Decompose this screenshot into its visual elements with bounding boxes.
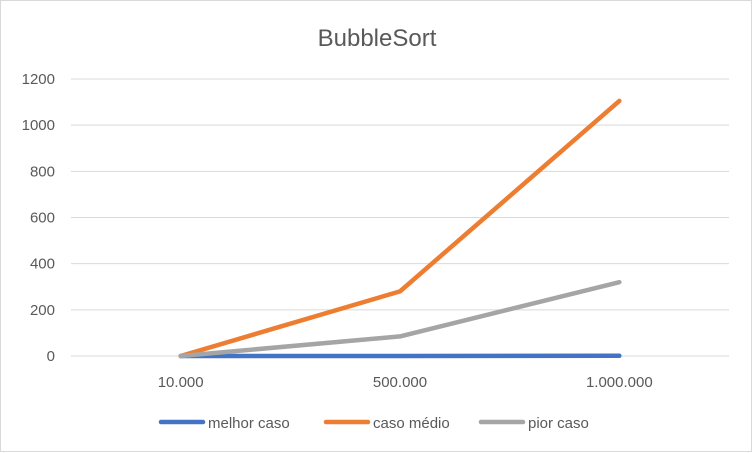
chart-title: BubbleSort (318, 25, 437, 52)
x-tick-label: 500.000 (373, 374, 427, 391)
legend-label: melhor caso (208, 415, 290, 432)
x-axis-ticks: 10.000 500.000 1.000.000 (158, 374, 653, 391)
series-line-caso-médio (181, 101, 620, 356)
y-tick-label: 800 (30, 163, 55, 180)
legend-label: caso médio (373, 415, 450, 432)
y-tick-label: 600 (30, 210, 55, 227)
y-tick-label: 1200 (22, 71, 55, 88)
y-tick-label: 400 (30, 256, 55, 273)
gridlines (71, 79, 729, 356)
x-tick-label: 1.000.000 (586, 374, 653, 391)
y-tick-label: 0 (47, 348, 55, 365)
y-axis-ticks: 0 200 400 600 800 1000 1200 (22, 71, 55, 365)
legend-label: pior caso (528, 415, 589, 432)
y-tick-label: 1000 (22, 117, 55, 134)
x-tick-label: 10.000 (158, 374, 204, 391)
y-tick-label: 200 (30, 302, 55, 319)
series-lines (181, 101, 620, 356)
legend: melhor caso caso médio pior caso (161, 415, 589, 432)
